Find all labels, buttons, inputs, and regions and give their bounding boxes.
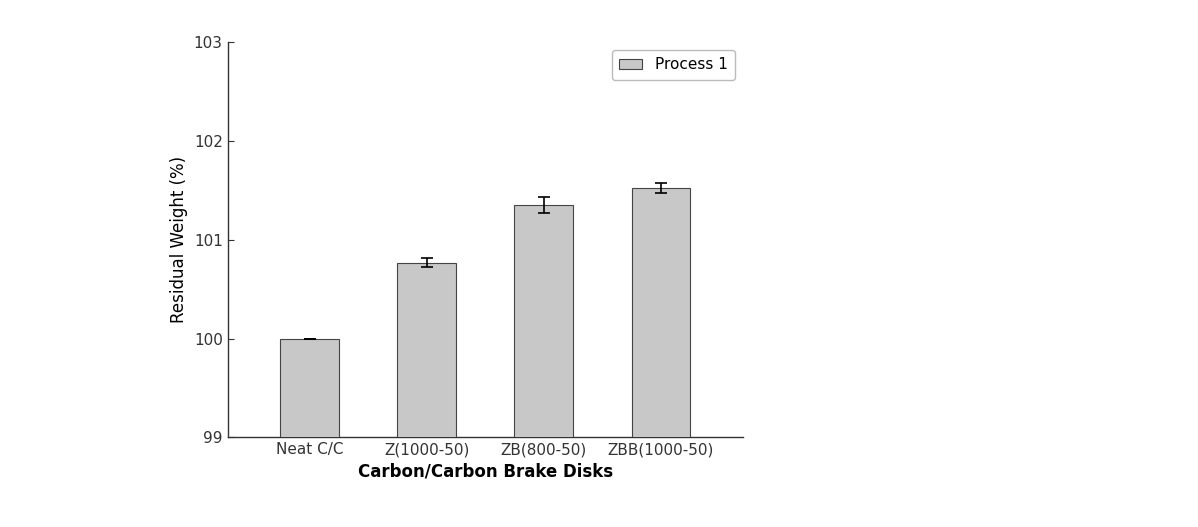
Bar bbox=[398, 262, 456, 527]
Legend: Process 1: Process 1 bbox=[612, 50, 736, 80]
Bar bbox=[280, 338, 339, 527]
Bar bbox=[631, 189, 690, 527]
Bar bbox=[514, 205, 573, 527]
X-axis label: Carbon/Carbon Brake Disks: Carbon/Carbon Brake Disks bbox=[358, 463, 612, 481]
Y-axis label: Residual Weight (%): Residual Weight (%) bbox=[170, 156, 188, 324]
